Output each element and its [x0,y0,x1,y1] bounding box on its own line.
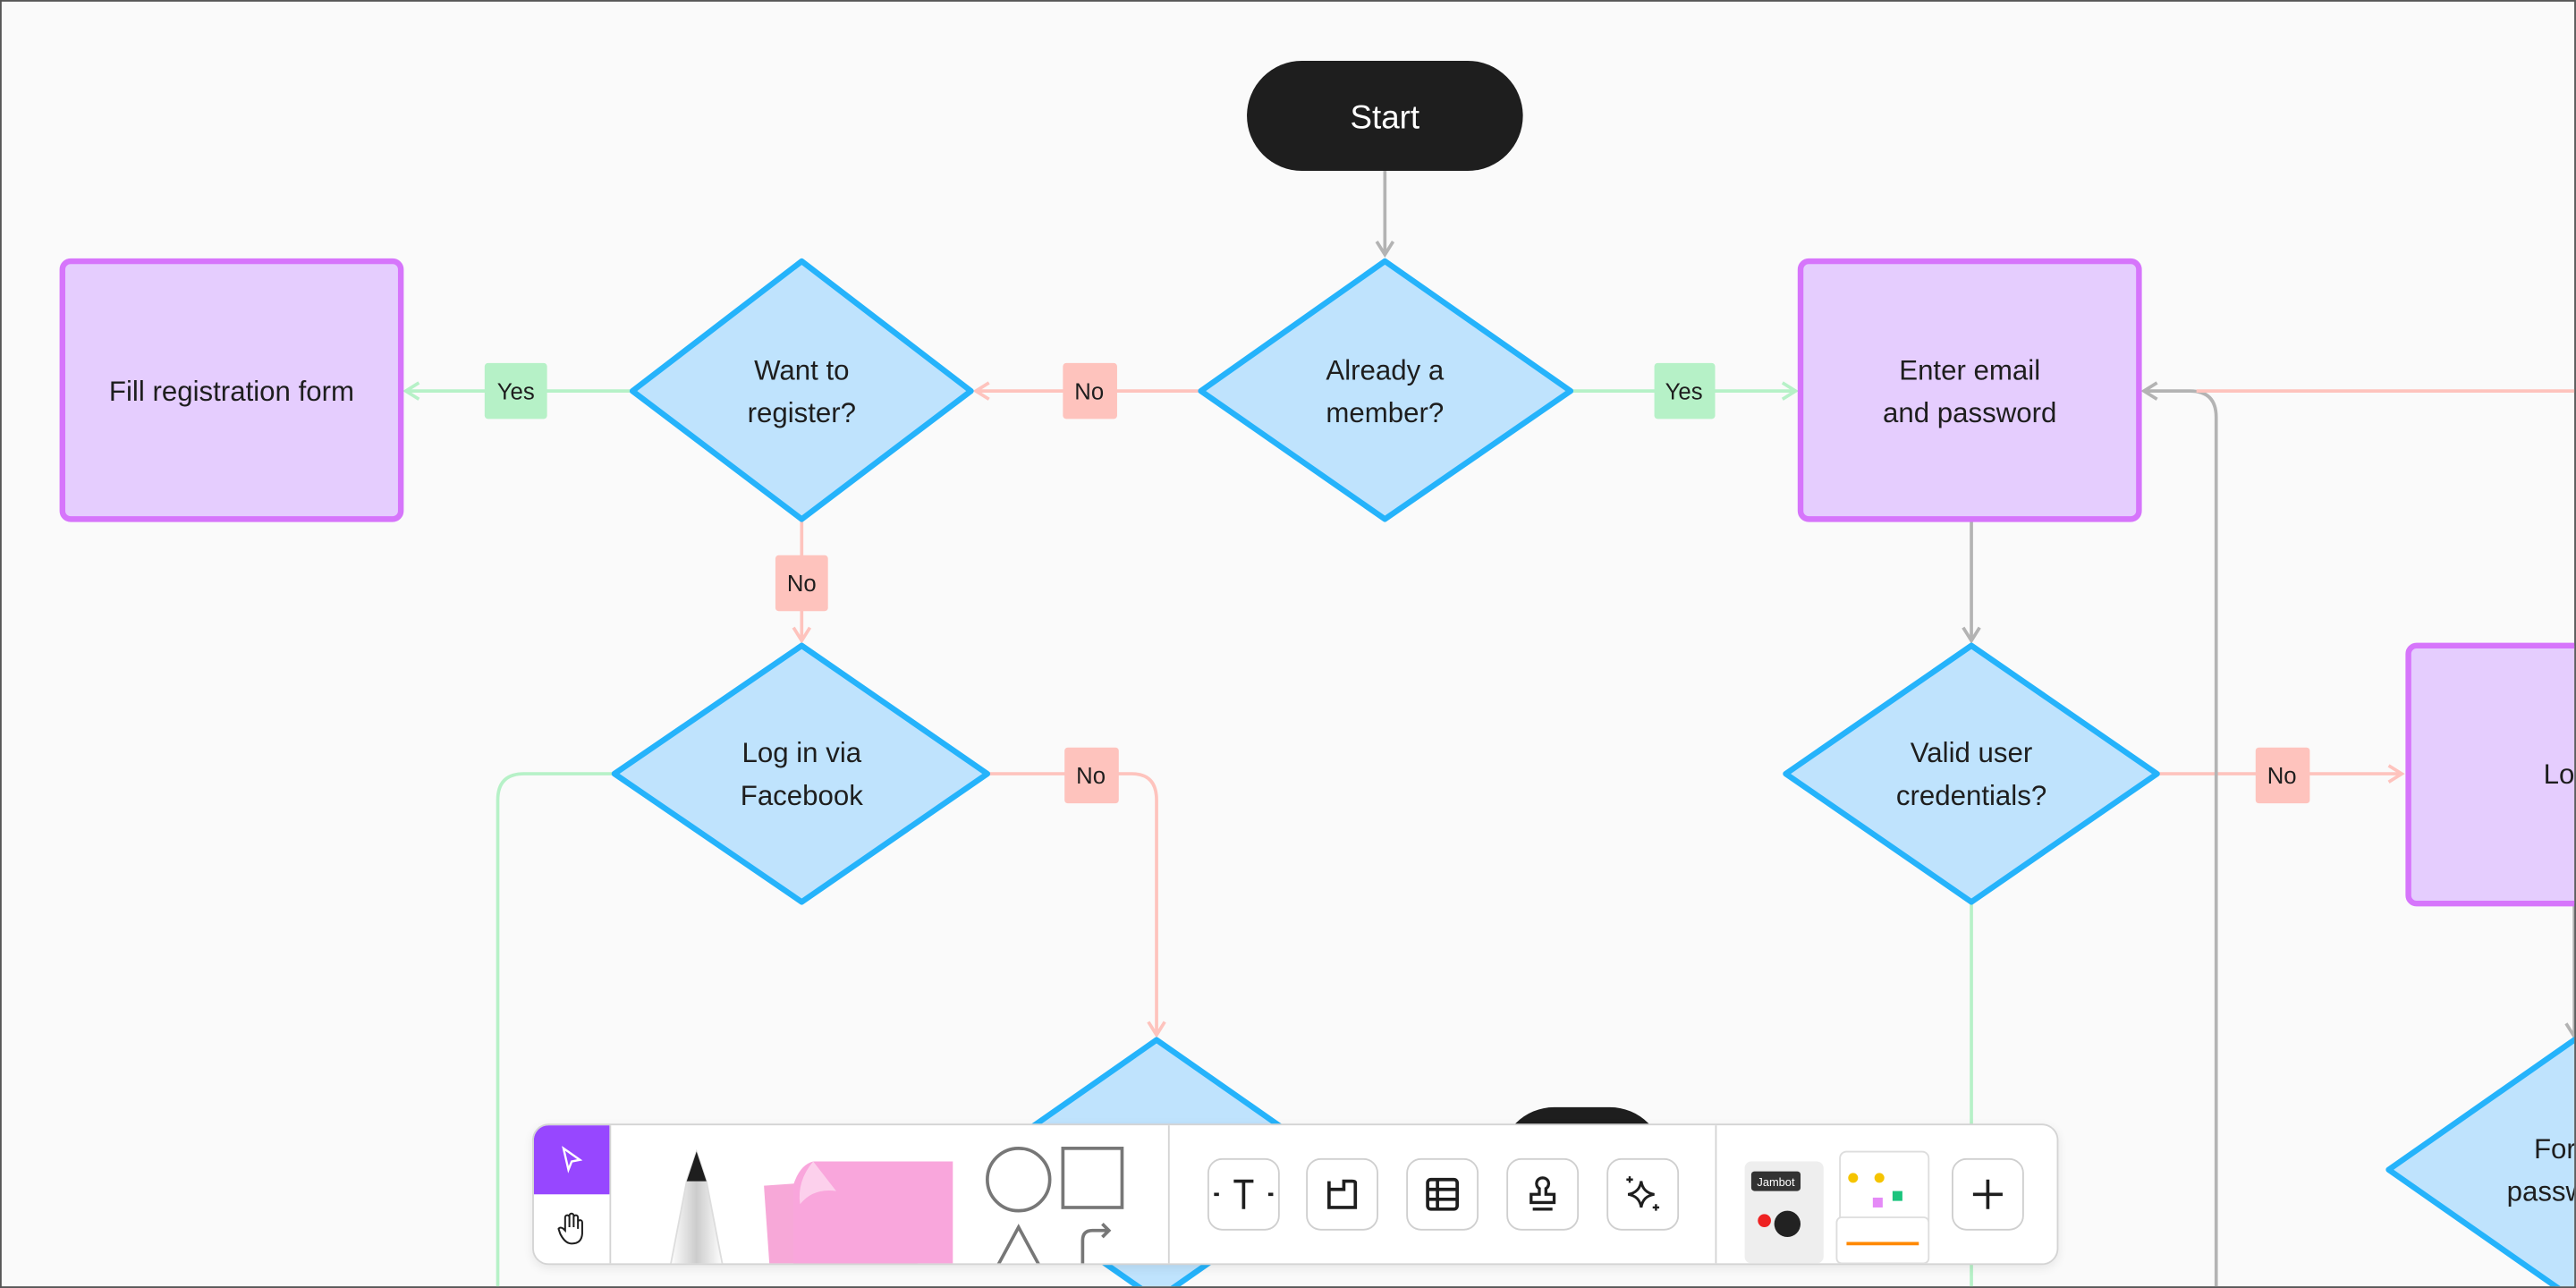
start-node[interactable]: Start [1247,60,1523,172]
svg-text:Already a: Already a [1326,354,1445,386]
svg-text:Forgot: Forgot [2534,1133,2576,1165]
cursor-icon [562,1146,583,1174]
hand-tool[interactable] [534,1194,609,1263]
svg-text:Enter email: Enter email [1899,354,2040,386]
ai-tool[interactable] [1606,1157,1680,1231]
sparkle-icon [1626,1176,1660,1211]
svg-text:No: No [1074,379,1104,404]
pen-tool[interactable] [657,1148,736,1265]
table-icon [1426,1177,1459,1211]
process-fill-form [59,258,404,522]
hand-icon [557,1212,583,1245]
stamp-tool[interactable] [1506,1157,1580,1231]
templates-preview-icon: Jambot [1744,1150,1930,1264]
svg-text:Yes: Yes [1665,379,1703,404]
svg-text:Facebook: Facebook [741,780,863,811]
svg-text:Want to: Want to [754,354,849,386]
more-tool[interactable] [1951,1157,2024,1231]
stamp-icon [1530,1176,1556,1211]
text-icon [1214,1179,1274,1209]
svg-text:Fill registration form: Fill registration form [109,376,354,407]
edge-facebook-yes [496,772,614,1287]
text-tool[interactable] [1207,1157,1280,1231]
decision-facebook [611,642,991,905]
decision-valid [1783,642,2160,905]
plus-icon [1972,1179,2003,1209]
label-yes: Yes [484,362,547,419]
edge-facebook-no [987,772,1166,1038]
frame-icon [1327,1179,1358,1209]
frame-tool[interactable] [1306,1157,1378,1231]
svg-text:credentials?: credentials? [1896,780,2046,811]
shapes-tool[interactable] [981,1142,1132,1266]
process-enter-email [1797,258,2142,522]
table-tool[interactable] [1406,1157,1479,1231]
svg-text:register?: register? [748,397,856,428]
svg-text:member?: member? [1326,397,1444,428]
svg-text:and password: and password [1883,397,2056,428]
svg-text:Valid user: Valid user [1911,737,2033,768]
svg-text:Jambot: Jambot [1757,1175,1795,1189]
process-login [2405,642,2575,907]
decision-already-member [1198,258,1574,522]
svg-text:Start: Start [1351,98,1420,135]
svg-text:Log in via: Log in via [741,737,861,768]
decision-want-register [629,258,974,522]
svg-text:Yes: Yes [497,379,535,404]
edge-loop-back [2140,381,2218,1287]
label-no: No [1063,362,1117,419]
sticky-note-tool[interactable] [764,1148,961,1265]
svg-text:No: No [2267,764,2297,789]
svg-text:No: No [787,572,817,597]
svg-text:No: No [1076,764,1106,789]
label-yes: Yes [1654,362,1716,419]
label-no: No [2255,747,2310,804]
label-no: No [775,555,828,612]
label-no: No [1064,747,1119,804]
templates[interactable]: Jambot [1741,1145,1936,1264]
decision-forgot [2385,1037,2575,1287]
select-tool[interactable] [533,1125,610,1195]
svg-text:password?: password? [2507,1176,2576,1208]
toolbar: Jambot [532,1123,2059,1266]
